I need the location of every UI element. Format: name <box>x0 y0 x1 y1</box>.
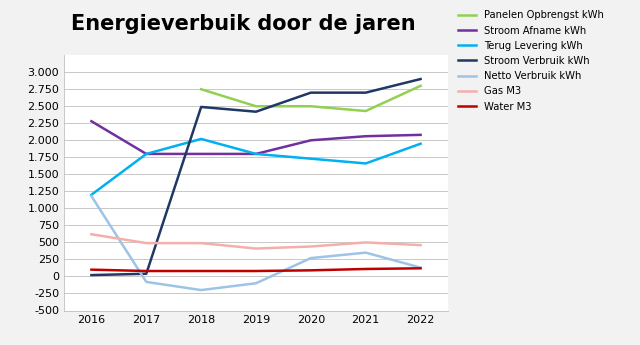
Text: Energieverbuik door de jaren: Energieverbuik door de jaren <box>71 14 415 34</box>
Legend: Panelen Opbrengst kWh, Stroom Afname kWh, Terug Levering kWh, Stroom Verbruik kW: Panelen Opbrengst kWh, Stroom Afname kWh… <box>458 10 604 111</box>
